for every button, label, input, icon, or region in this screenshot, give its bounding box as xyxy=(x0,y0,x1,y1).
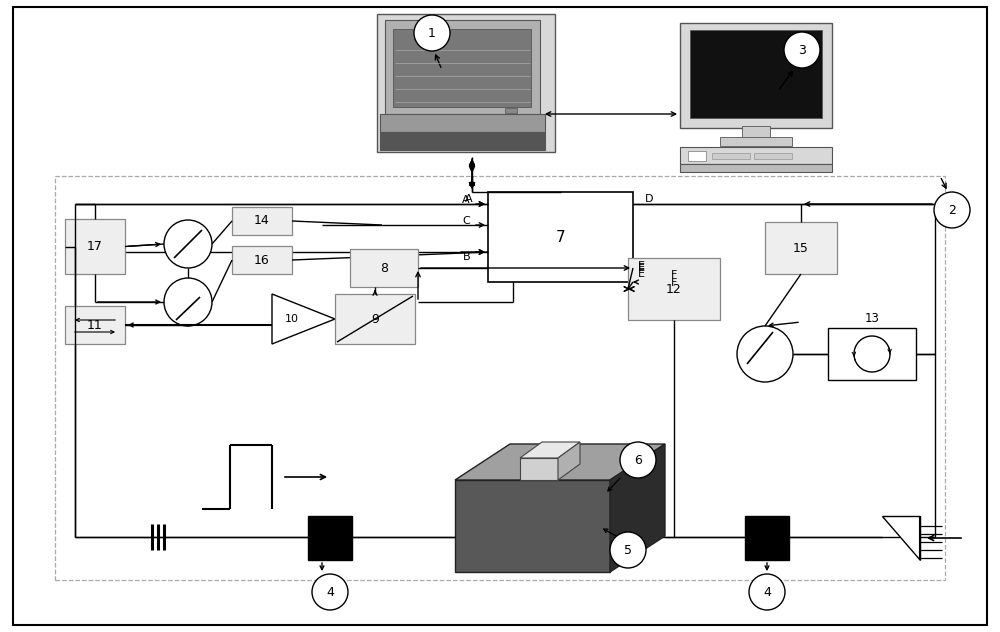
Text: 4: 4 xyxy=(763,585,771,599)
Polygon shape xyxy=(335,294,415,344)
Text: 10: 10 xyxy=(285,314,299,324)
Polygon shape xyxy=(455,444,665,480)
Polygon shape xyxy=(272,294,335,344)
Polygon shape xyxy=(680,23,832,128)
Polygon shape xyxy=(690,30,822,118)
Circle shape xyxy=(312,574,348,610)
Polygon shape xyxy=(520,442,580,458)
Polygon shape xyxy=(745,516,789,560)
Circle shape xyxy=(934,192,970,228)
Text: 12: 12 xyxy=(666,283,682,296)
Polygon shape xyxy=(380,114,545,132)
Text: 15: 15 xyxy=(793,241,809,255)
Circle shape xyxy=(737,326,793,382)
Polygon shape xyxy=(610,444,665,572)
Polygon shape xyxy=(680,147,832,164)
Circle shape xyxy=(164,220,212,268)
Polygon shape xyxy=(765,222,837,274)
Text: A: A xyxy=(462,195,470,205)
Polygon shape xyxy=(505,108,517,113)
Text: 8: 8 xyxy=(380,262,388,274)
Polygon shape xyxy=(377,14,555,152)
Text: 7: 7 xyxy=(556,229,565,245)
Circle shape xyxy=(749,574,785,610)
Polygon shape xyxy=(308,516,352,560)
Text: 6: 6 xyxy=(634,454,642,466)
Polygon shape xyxy=(742,126,770,140)
Polygon shape xyxy=(882,516,920,560)
Text: 14: 14 xyxy=(254,214,270,228)
Polygon shape xyxy=(520,458,558,480)
Text: 16: 16 xyxy=(254,253,270,267)
Text: C: C xyxy=(462,216,470,226)
Text: 13: 13 xyxy=(865,312,879,324)
Polygon shape xyxy=(350,249,418,287)
Text: E: E xyxy=(638,269,645,279)
Text: 11: 11 xyxy=(87,319,103,332)
Polygon shape xyxy=(65,306,125,344)
Polygon shape xyxy=(385,20,540,115)
Polygon shape xyxy=(380,132,545,150)
Polygon shape xyxy=(754,153,792,159)
Text: 4: 4 xyxy=(326,585,334,599)
Text: 2: 2 xyxy=(948,204,956,217)
Circle shape xyxy=(784,32,820,68)
Text: F: F xyxy=(671,270,677,280)
Polygon shape xyxy=(712,153,750,159)
Text: E: E xyxy=(638,263,645,273)
Polygon shape xyxy=(13,7,987,625)
Text: B: B xyxy=(462,252,470,262)
Text: 17: 17 xyxy=(87,240,103,253)
Polygon shape xyxy=(688,151,706,161)
Text: A: A xyxy=(465,194,473,204)
Polygon shape xyxy=(720,137,792,146)
Text: 9: 9 xyxy=(371,312,379,325)
Circle shape xyxy=(610,532,646,568)
Polygon shape xyxy=(558,442,580,480)
Polygon shape xyxy=(455,480,610,572)
Polygon shape xyxy=(232,207,292,235)
Text: D: D xyxy=(645,194,654,204)
Polygon shape xyxy=(628,258,720,320)
Polygon shape xyxy=(65,219,125,274)
Polygon shape xyxy=(680,164,832,172)
Polygon shape xyxy=(393,29,531,107)
Text: F: F xyxy=(671,278,677,288)
Text: 1: 1 xyxy=(428,27,436,40)
Polygon shape xyxy=(488,192,633,282)
Polygon shape xyxy=(232,246,292,274)
Circle shape xyxy=(164,278,212,326)
Polygon shape xyxy=(828,328,916,380)
Text: 3: 3 xyxy=(798,44,806,56)
Text: 5: 5 xyxy=(624,544,632,557)
Circle shape xyxy=(620,442,656,478)
Text: E: E xyxy=(638,261,645,271)
Circle shape xyxy=(414,15,450,51)
